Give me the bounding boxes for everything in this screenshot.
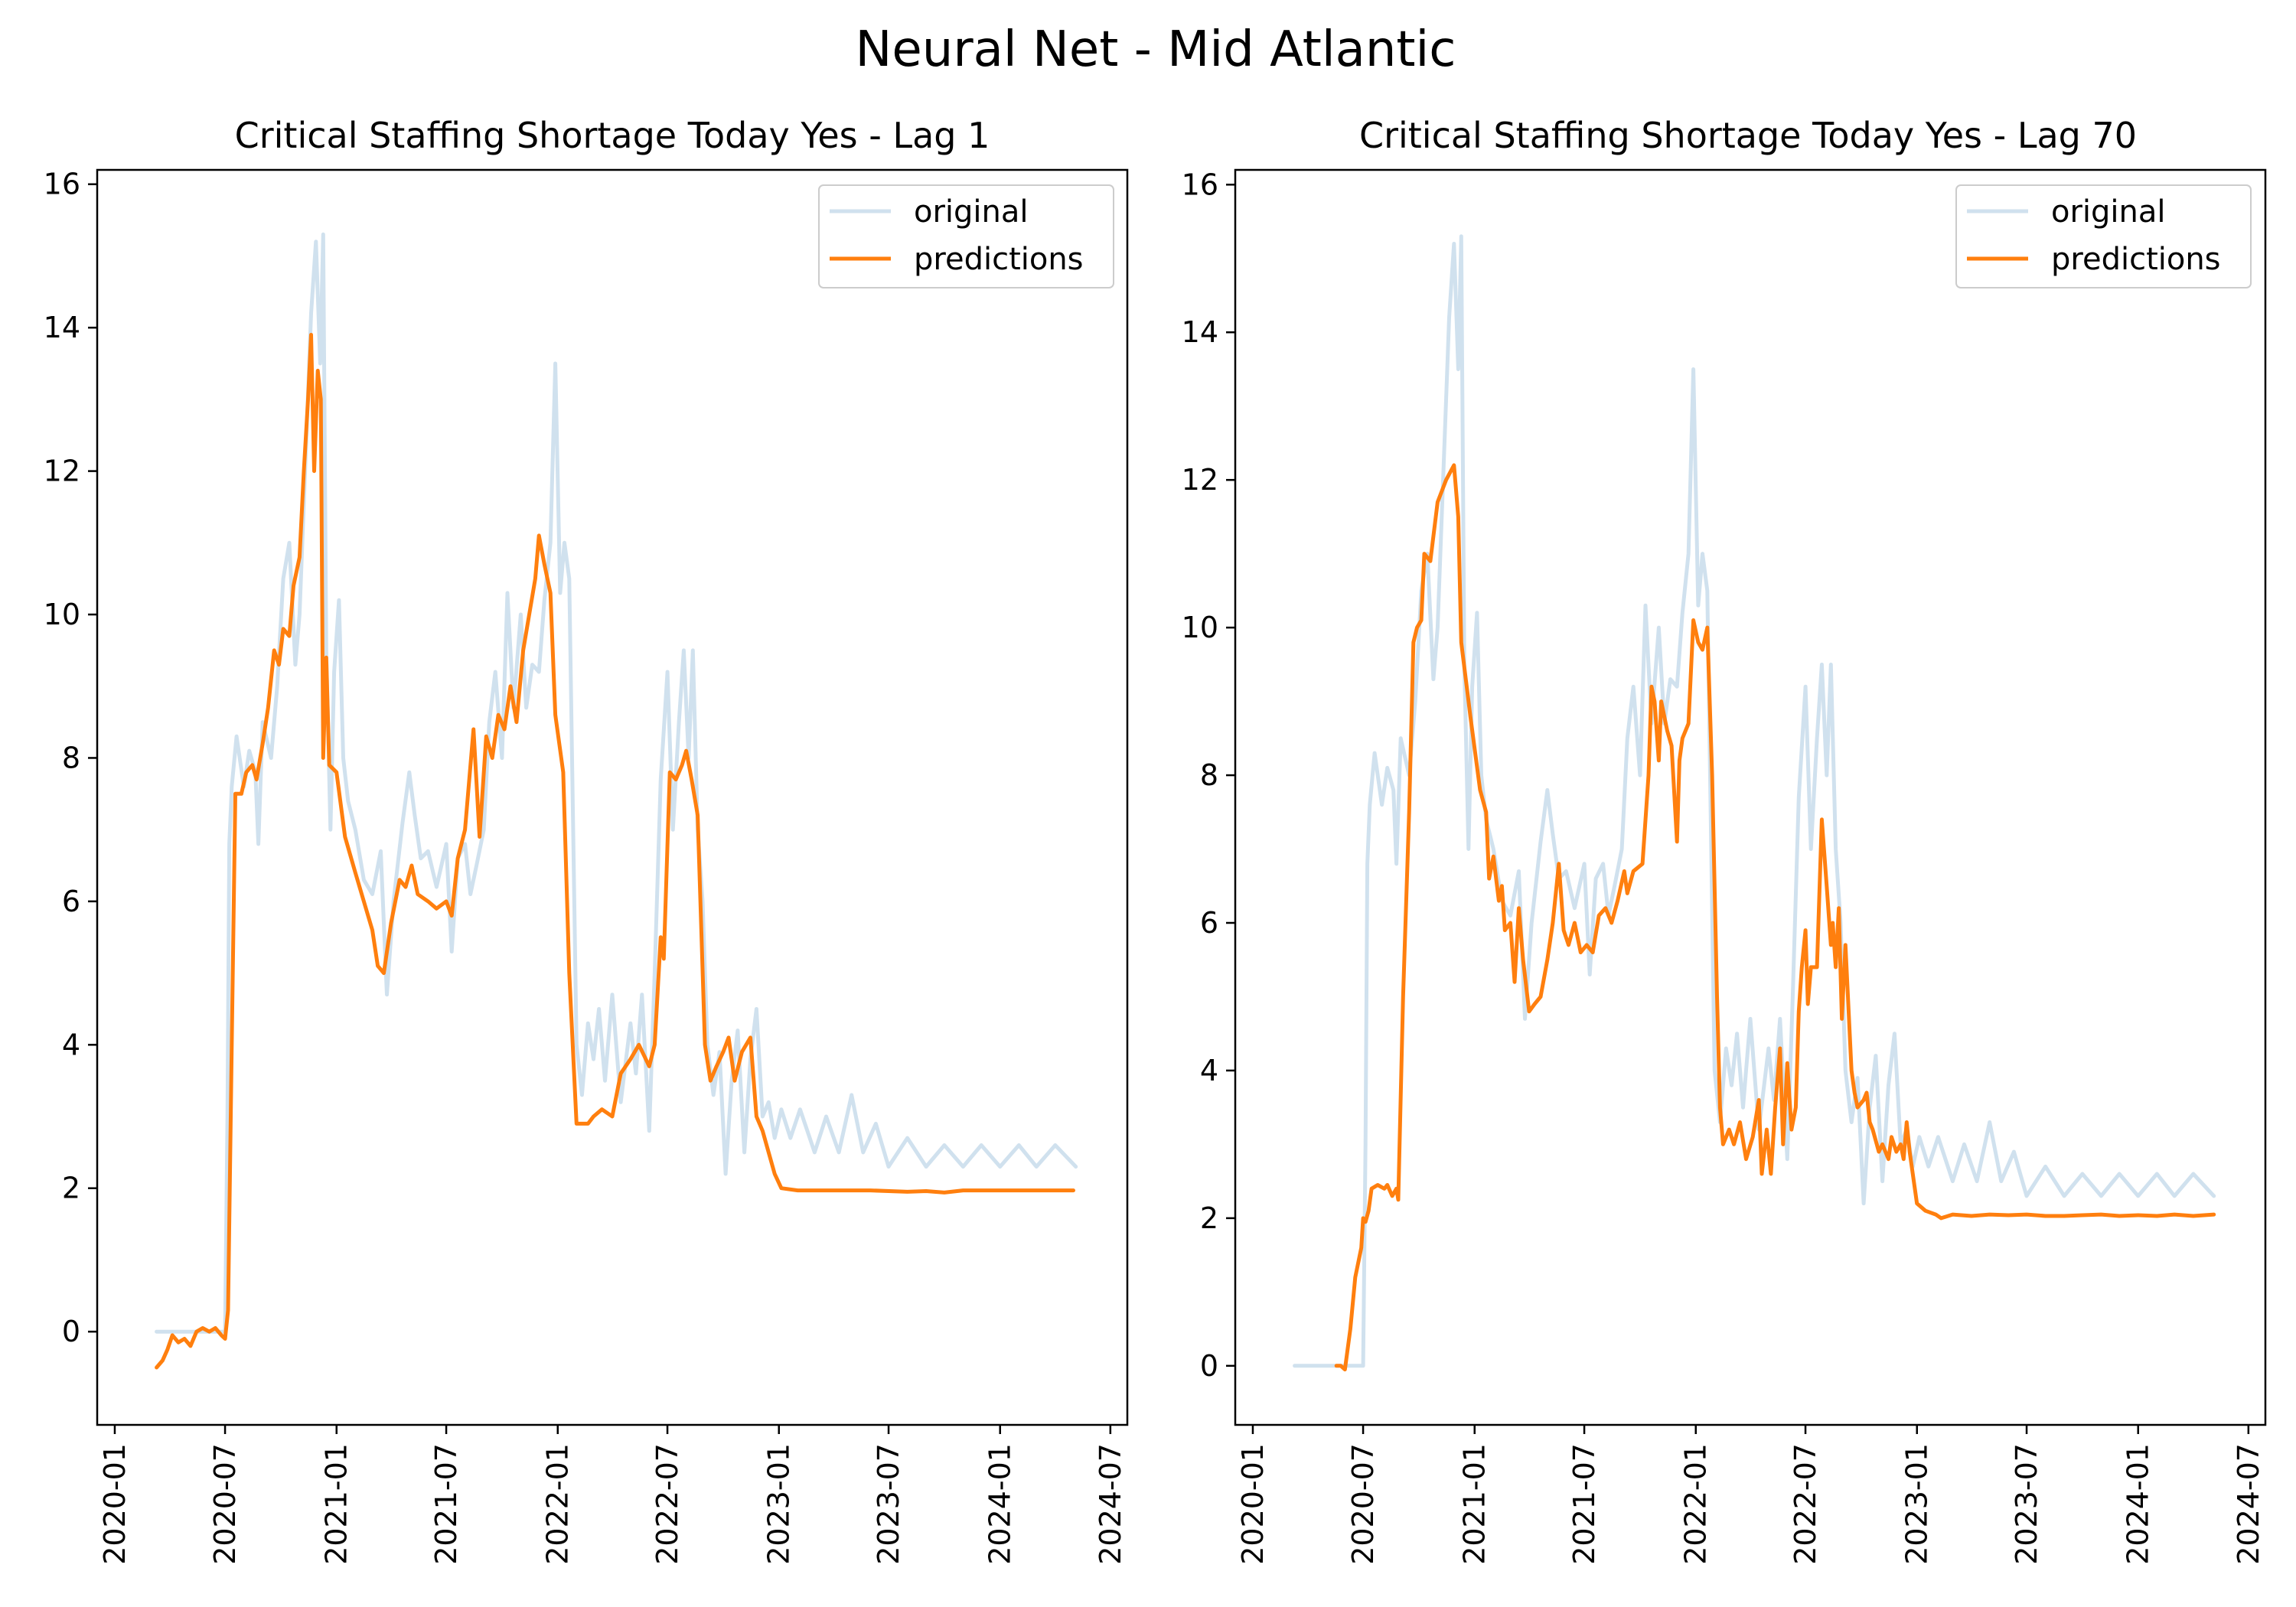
x-tick-label: 2022-01 (541, 1443, 575, 1565)
y-tick-label: 4 (1200, 1054, 1218, 1087)
y-tick-label: 10 (1182, 611, 1218, 644)
x-tick-label: 2020-01 (98, 1443, 132, 1565)
x-tick-label: 2021-01 (320, 1443, 354, 1565)
x-tick-label: 2020-07 (1346, 1443, 1380, 1565)
axes-frame (96, 168, 1129, 1426)
y-tick-label: 2 (62, 1172, 80, 1205)
legend-box (818, 184, 1114, 288)
series-line-predictions (1334, 463, 2216, 1372)
x-tick-label: 2024-07 (1094, 1443, 1127, 1565)
y-tick-label: 14 (44, 311, 80, 344)
x-tick-label: 2024-01 (2122, 1443, 2155, 1565)
x-tick-label: 2021-01 (1458, 1443, 1492, 1565)
chart-title: Critical Staffing Shortage Today Yes - L… (235, 115, 990, 156)
legend-label-predictions: predictions (914, 242, 1084, 277)
axes-frame (1234, 168, 2267, 1426)
x-tick-label: 2022-07 (1789, 1443, 1822, 1565)
legend-label-predictions: predictions (2051, 242, 2221, 277)
legend-label-original: original (2051, 194, 2166, 230)
x-tick-label: 2024-07 (2232, 1443, 2265, 1565)
y-tick-label: 6 (1200, 906, 1218, 940)
legend-box (1955, 184, 2252, 288)
y-tick-label: 6 (62, 885, 80, 918)
plot-area: 0 2 4 6 8 10 12 14 16 2020-01 2020-07 2021-01 2021-0… (44, 168, 1129, 1565)
x-tick-label: 2023-01 (762, 1443, 796, 1565)
x-tick-label: 2021-07 (1567, 1443, 1601, 1565)
x-tick-label: 2020-07 (208, 1443, 242, 1565)
y-tick-label: 8 (1200, 758, 1218, 792)
x-tick-label: 2020-01 (1236, 1443, 1270, 1565)
y-tick-label: 0 (1200, 1349, 1218, 1383)
x-tick-label: 2024-01 (983, 1443, 1017, 1565)
series-line-original (1293, 234, 2216, 1368)
y-tick-label: 14 (1182, 315, 1218, 349)
x-tick-label: 2022-01 (1679, 1443, 1713, 1565)
x-tick-label: 2021-07 (429, 1443, 463, 1565)
y-tick-label: 2 (1200, 1201, 1218, 1235)
chart-panel-lag-1: Critical Staffing Shortage Today Yes - L… (44, 115, 1129, 1565)
x-tick-label: 2023-07 (872, 1443, 905, 1565)
legend: original predictions (1955, 184, 2252, 288)
x-tick-label: 2023-07 (2010, 1443, 2043, 1565)
legend: original predictions (818, 184, 1114, 288)
x-tick-label: 2022-07 (651, 1443, 684, 1565)
plot-area: 0 2 4 6 8 10 12 14 16 2020-01 2020-07 2021-01 2021-0… (1182, 168, 2267, 1565)
x-tick-label: 2023-01 (1900, 1443, 1934, 1565)
y-tick-label: 12 (44, 455, 80, 488)
figure-suptitle: Neural Net - Mid Atlantic (856, 21, 1456, 78)
legend-label-original: original (914, 194, 1029, 230)
y-tick-label: 8 (62, 741, 80, 774)
series-line-predictions (155, 333, 1075, 1370)
y-tick-label: 0 (62, 1315, 80, 1348)
y-tick-label: 12 (1182, 463, 1218, 497)
y-tick-label: 10 (44, 598, 80, 631)
chart-panel-lag-70: Critical Staffing Shortage Today Yes - L… (1182, 115, 2267, 1565)
y-tick-label: 4 (62, 1028, 80, 1061)
y-tick-label: 16 (44, 168, 80, 201)
y-tick-label: 16 (1182, 168, 1218, 201)
chart-title: Critical Staffing Shortage Today Yes - L… (1359, 115, 2137, 156)
